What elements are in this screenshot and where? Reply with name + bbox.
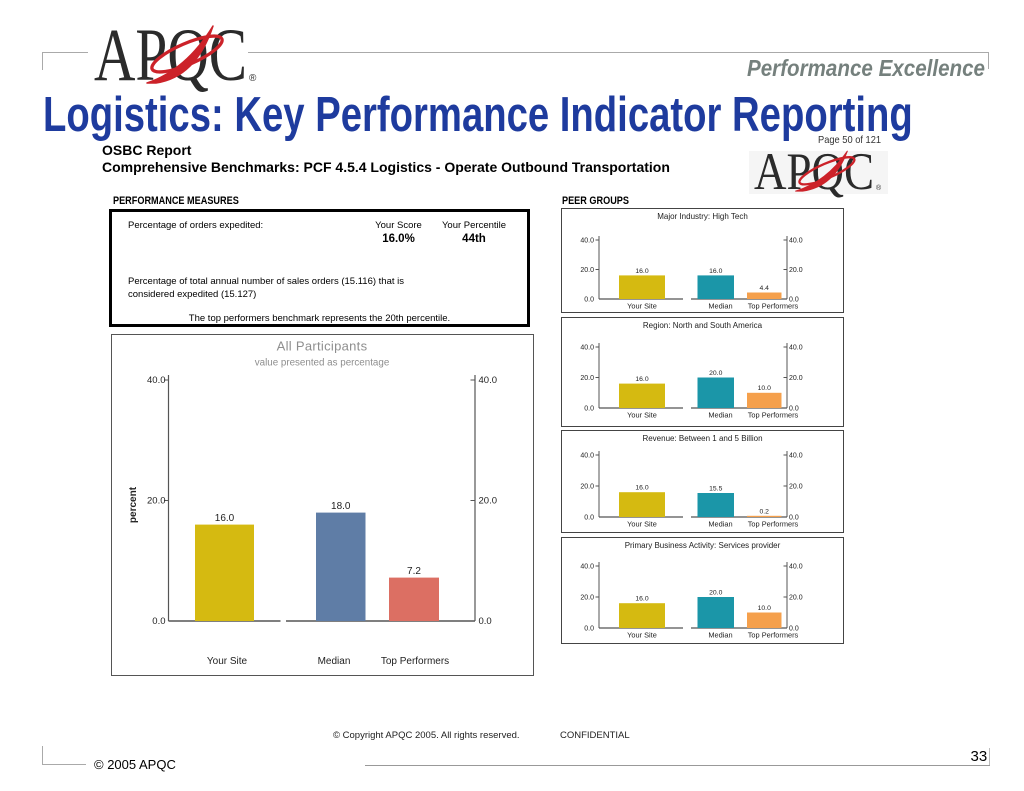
svg-text:0.0: 0.0 (584, 626, 594, 633)
svg-text:20.0: 20.0 (580, 267, 594, 274)
svg-text:0.2: 0.2 (760, 508, 770, 515)
svg-text:Your Site: Your Site (627, 411, 657, 420)
svg-text:Median: Median (708, 302, 732, 311)
svg-text:20.0: 20.0 (789, 267, 803, 274)
svg-text:0.0: 0.0 (789, 406, 799, 413)
svg-text:40.0: 40.0 (580, 564, 594, 571)
svg-text:16.0: 16.0 (635, 596, 648, 603)
svg-text:Revenue: Between 1 and 5 Billi: Revenue: Between 1 and 5 Billion (642, 434, 762, 443)
svg-text:40.0: 40.0 (789, 453, 803, 460)
svg-text:0.0: 0.0 (789, 515, 799, 522)
svg-text:0.0: 0.0 (152, 616, 165, 627)
svg-text:All Participants: All Participants (277, 339, 368, 354)
svg-text:0.0: 0.0 (789, 297, 799, 304)
svg-text:20.0: 20.0 (709, 590, 722, 597)
svg-text:Region: North and South Americ: Region: North and South America (643, 321, 763, 330)
svg-text:®: ® (876, 184, 882, 192)
svg-text:16.0: 16.0 (215, 513, 235, 524)
svg-text:Your Site: Your Site (627, 631, 657, 640)
svg-text:20.0: 20.0 (789, 375, 803, 382)
svg-text:0.0: 0.0 (584, 515, 594, 522)
svg-text:16.0: 16.0 (709, 268, 722, 275)
svg-text:APQC: APQC (94, 14, 247, 97)
svg-text:Top Performers: Top Performers (748, 302, 799, 311)
svg-text:4.4: 4.4 (760, 285, 770, 292)
svg-text:Median: Median (318, 656, 351, 667)
svg-text:16.0: 16.0 (635, 376, 648, 383)
svg-text:Your Site: Your Site (207, 656, 248, 667)
svg-text:20.0: 20.0 (479, 496, 498, 507)
svg-text:40.0: 40.0 (789, 345, 803, 352)
svg-text:40.0: 40.0 (580, 345, 594, 352)
svg-text:20.0: 20.0 (147, 496, 166, 507)
svg-text:15.5: 15.5 (709, 486, 722, 493)
svg-text:16.0: 16.0 (635, 485, 648, 492)
svg-text:40.0: 40.0 (580, 238, 594, 245)
svg-text:Median: Median (708, 520, 732, 529)
svg-text:40.0: 40.0 (147, 375, 166, 386)
svg-text:percent: percent (128, 486, 139, 523)
svg-text:40.0: 40.0 (479, 375, 498, 386)
svg-text:0.0: 0.0 (584, 297, 594, 304)
svg-text:0.0: 0.0 (479, 616, 492, 627)
svg-text:10.0: 10.0 (758, 605, 771, 612)
svg-text:®: ® (249, 73, 257, 84)
svg-text:40.0: 40.0 (580, 453, 594, 460)
svg-text:Top Performers: Top Performers (748, 411, 799, 420)
svg-text:20.0: 20.0 (580, 484, 594, 491)
svg-text:7.2: 7.2 (407, 566, 421, 577)
svg-text:Top Performers: Top Performers (748, 520, 799, 529)
svg-text:20.0: 20.0 (580, 375, 594, 382)
svg-text:10.0: 10.0 (758, 385, 771, 392)
svg-text:40.0: 40.0 (789, 238, 803, 245)
svg-text:Top Performers: Top Performers (748, 631, 799, 640)
svg-text:Primary Business Activity: Ser: Primary Business Activity: Services prov… (625, 541, 781, 550)
svg-text:20.0: 20.0 (789, 595, 803, 602)
svg-text:20.0: 20.0 (580, 595, 594, 602)
svg-text:0.0: 0.0 (789, 626, 799, 633)
svg-text:0.0: 0.0 (584, 406, 594, 413)
svg-text:18.0: 18.0 (331, 501, 351, 512)
svg-text:20.0: 20.0 (709, 370, 722, 377)
svg-text:value presented as percentage: value presented as percentage (255, 358, 390, 369)
svg-text:Top Performers: Top Performers (381, 656, 449, 667)
svg-text:16.0: 16.0 (635, 268, 648, 275)
svg-text:20.0: 20.0 (789, 484, 803, 491)
svg-text:Median: Median (708, 631, 732, 640)
svg-text:Your Site: Your Site (627, 520, 657, 529)
svg-text:APQC: APQC (754, 143, 874, 201)
svg-text:Your Site: Your Site (627, 302, 657, 311)
svg-text:Median: Median (708, 411, 732, 420)
svg-text:Major Industry: High Tech: Major Industry: High Tech (657, 212, 748, 221)
svg-text:40.0: 40.0 (789, 564, 803, 571)
